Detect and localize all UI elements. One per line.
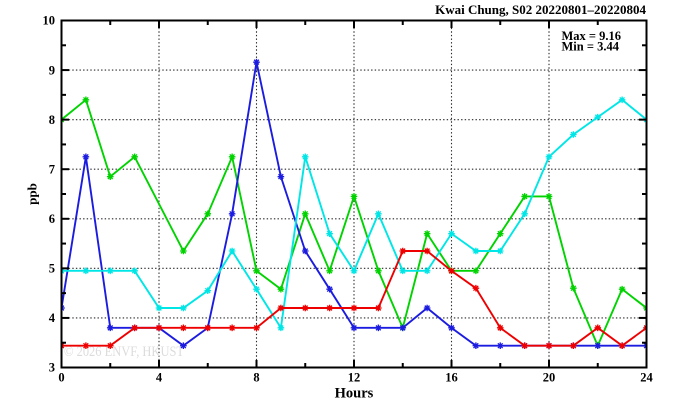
- svg-text:5: 5: [49, 262, 55, 276]
- svg-text:4: 4: [156, 371, 163, 385]
- svg-text:Max = 9.16: Max = 9.16: [562, 29, 622, 43]
- svg-text:0: 0: [58, 371, 64, 385]
- svg-text:Kwai Chung, S02 20220801–20220: Kwai Chung, S02 20220801–20220804: [435, 2, 646, 17]
- svg-text:7: 7: [49, 162, 55, 176]
- svg-text:Hours: Hours: [335, 386, 374, 402]
- svg-text:ppb: ppb: [25, 183, 40, 205]
- svg-text:8: 8: [253, 371, 259, 385]
- svg-text:12: 12: [348, 371, 361, 385]
- svg-text:16: 16: [445, 371, 458, 385]
- svg-text:8: 8: [49, 113, 55, 127]
- svg-text:Min = 3.44: Min = 3.44: [562, 40, 620, 54]
- svg-text:4: 4: [49, 311, 56, 325]
- svg-text:24: 24: [640, 371, 653, 385]
- svg-text:9: 9: [49, 63, 55, 77]
- svg-text:10: 10: [43, 14, 56, 28]
- svg-text:© 2026 ENVF, HKUST: © 2026 ENVF, HKUST: [64, 344, 184, 360]
- svg-text:3: 3: [49, 361, 55, 375]
- svg-text:6: 6: [49, 212, 55, 226]
- svg-text:20: 20: [543, 371, 556, 385]
